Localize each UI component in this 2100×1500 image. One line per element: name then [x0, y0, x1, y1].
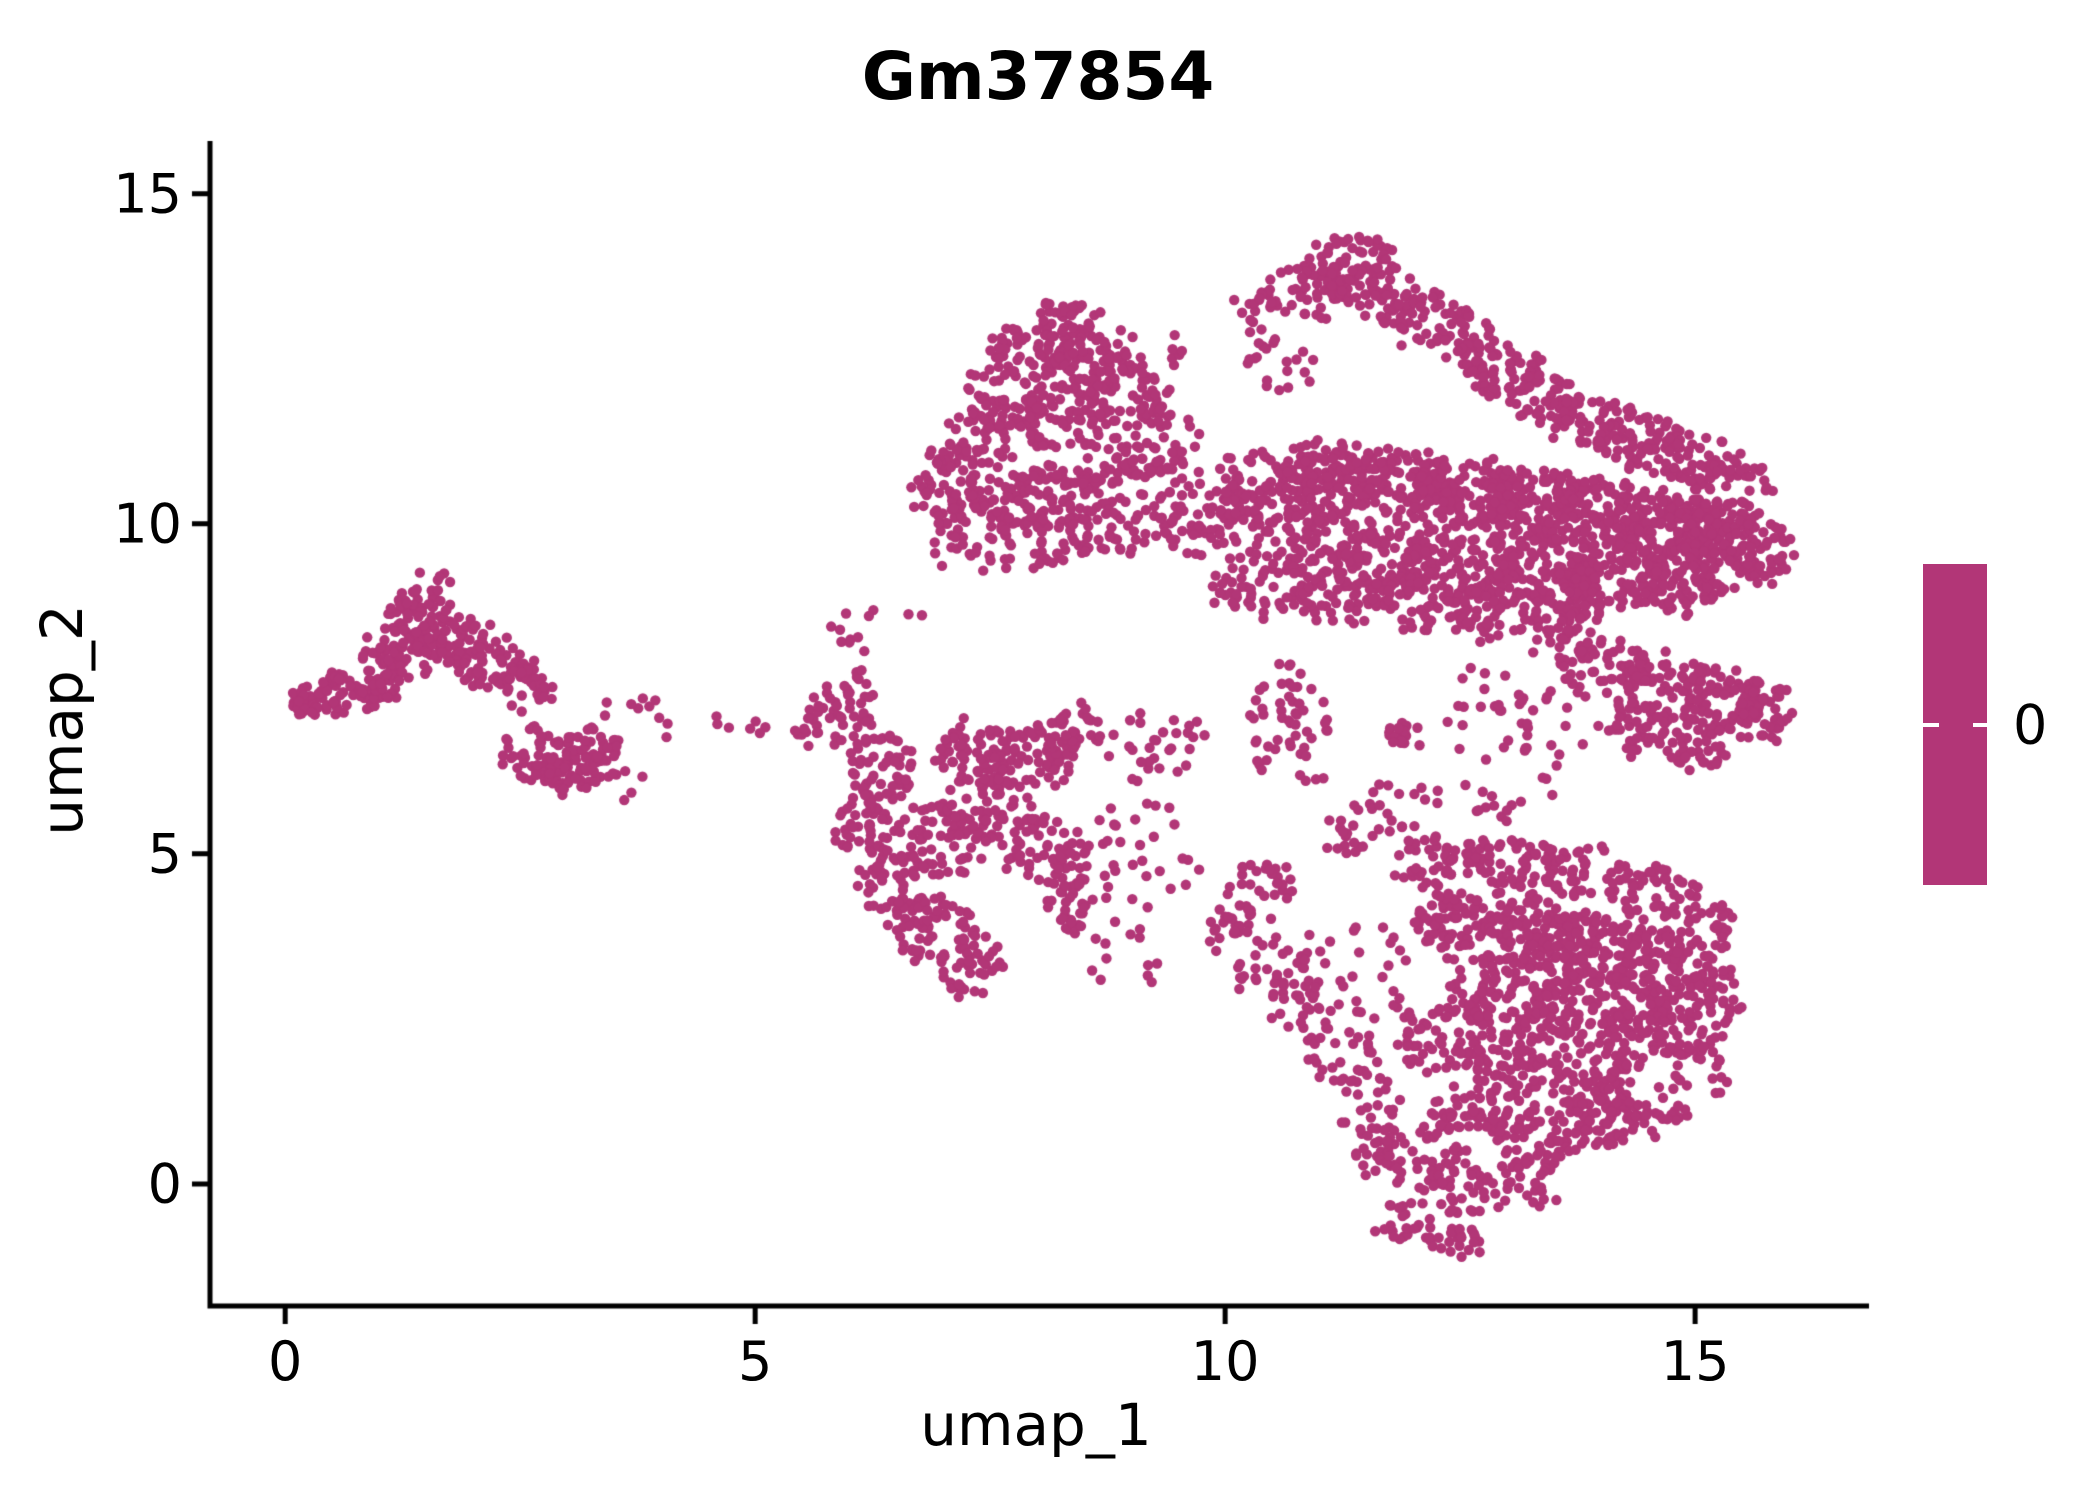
colorbar-tick-label: 0	[2013, 693, 2048, 756]
x-tick-label: 5	[737, 1330, 773, 1393]
page-title: Gm37854	[861, 38, 1215, 115]
colorbar-tick-right	[1973, 722, 1987, 727]
y-axis-label: umap_2	[28, 604, 96, 836]
x-tick-label: 15	[1660, 1330, 1730, 1393]
x-tick-label: 0	[268, 1330, 303, 1393]
y-tick-label: 10	[113, 492, 182, 556]
y-tick-label: 15	[113, 162, 182, 226]
y-tick-label: 0	[147, 1152, 182, 1216]
x-tick-label: 10	[1190, 1330, 1260, 1393]
colorbar-tick-left	[1923, 722, 1939, 727]
x-axis-label: umap_1	[920, 1391, 1152, 1459]
y-tick-label: 5	[147, 822, 182, 886]
colorbar	[1923, 564, 1987, 885]
